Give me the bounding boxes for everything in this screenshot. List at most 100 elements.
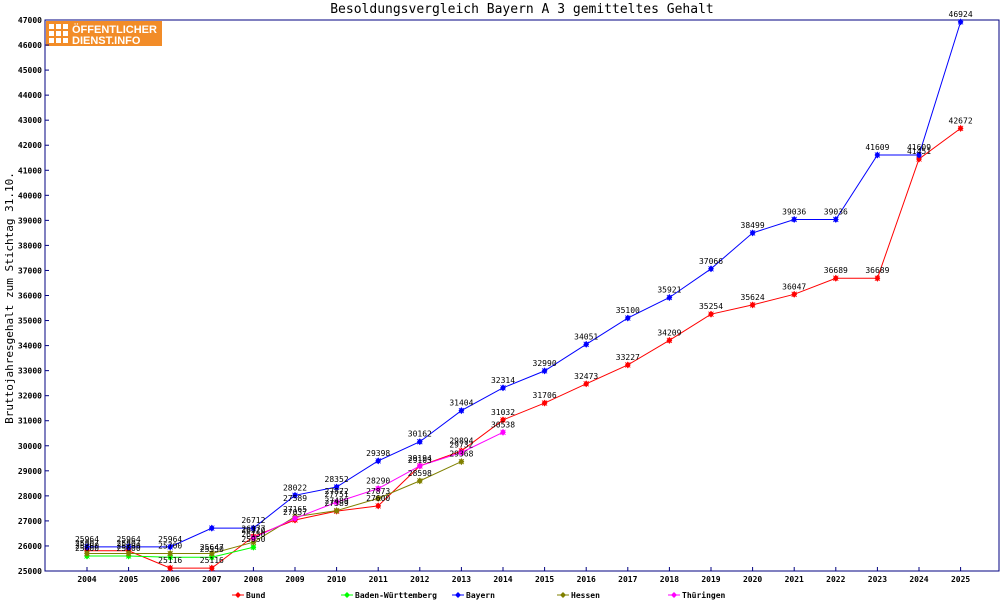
legend-swatch-marker [455,592,461,598]
x-tick-label: 2011 [369,575,388,584]
x-tick-label: 2008 [244,575,263,584]
data-point-cross [791,291,797,298]
data-label: 29732 [449,440,473,449]
data-label: 28352 [325,475,349,484]
legend-item: Thüringen [668,590,726,600]
data-point-cross [375,503,381,509]
y-tick-label: 31000 [18,417,42,426]
y-tick-label: 35000 [18,317,42,326]
logo-grid-icon [49,24,68,43]
data-label: 26377 [241,525,265,534]
data-label: 27589 [283,494,307,503]
data-label: 41609 [907,143,931,152]
legend-swatch-marker [344,592,350,598]
x-tick-label: 2010 [327,575,346,584]
x-tick-label: 2025 [951,575,970,584]
data-point-cross [874,275,881,282]
legend-label: Bund [246,591,265,600]
x-tick-label: 2013 [452,575,471,584]
data-point-cross [708,311,714,317]
data-point-cross [583,381,589,387]
data-point-cross [417,438,423,445]
data-label: 25116 [158,556,182,565]
y-tick-label: 39000 [18,216,42,225]
x-tick-label: 2017 [618,575,637,584]
data-point-cross [666,294,673,301]
x-tick-label: 2016 [577,575,596,584]
data-point-cross [250,525,257,531]
x-tick-label: 2020 [743,575,762,584]
logo-line1: ÖFFENTLICHER [72,23,157,36]
data-label: 31706 [533,391,557,400]
data-label: 25964 [75,535,99,544]
data-point-cross [791,216,797,223]
data-label: 33227 [616,353,640,362]
data-label: 30162 [408,430,432,439]
data-point-cross [874,152,881,158]
y-tick-label: 34000 [18,342,42,351]
x-tick-label: 2019 [701,575,720,584]
y-tick-label: 32000 [18,392,42,401]
data-label: 41451 [907,147,931,156]
data-label: 25964 [158,535,182,544]
y-tick-label: 28000 [18,492,42,501]
y-axis: 25000 26000 27000 28000 29000 30000 31000 32000… [18,16,49,576]
data-label: 25550 [200,545,224,554]
data-label: 25600 [75,544,99,553]
data-point-cross [167,544,173,550]
y-tick-label: 45000 [18,66,42,75]
x-tick-label: 2012 [410,575,429,584]
data-point-cross [292,492,298,499]
y-tick-label: 36000 [18,292,42,301]
data-label: 37066 [699,257,723,266]
legend-item: Hessen [557,591,600,600]
x-tick-label: 2023 [868,575,887,584]
data-label: 36689 [824,266,848,275]
data-label: 32473 [574,372,598,381]
data-labels: 2596425807256002570025964258072560025700… [75,10,973,565]
y-tick-label: 33000 [18,367,42,376]
x-tick-label: 2014 [493,575,512,584]
data-label: 25950 [241,535,265,544]
data-point-cross [916,152,922,158]
data-label: 26150 [241,530,265,539]
data-point-cross [541,368,548,374]
data-label: 29894 [449,436,473,445]
legend-swatch-marker [235,592,241,598]
data-point-cross [666,337,673,344]
data-point-cross [957,125,964,132]
y-tick-label: 43000 [18,116,42,125]
y-tick-label: 46000 [18,41,42,50]
data-label: 31404 [449,399,473,408]
series-2 [84,18,964,551]
data-point-cross [749,302,756,308]
data-label: 27037 [283,508,307,517]
data-point-cross [292,515,298,522]
legend-label: Bayern [466,591,495,600]
data-point-cross [375,485,381,492]
data-point-cross [250,544,257,550]
data-label: 27873 [366,487,390,496]
data-label: 29103 [408,456,432,465]
data-label: 34209 [657,328,681,337]
data-point-cross [250,539,257,545]
data-label: 25807 [117,539,141,548]
data-label: 27600 [366,494,390,503]
data-point-cross [500,429,506,436]
data-label: 32314 [491,376,515,385]
y-tick-label: 27000 [18,517,42,526]
x-tick-label: 2006 [161,575,180,584]
x-tick-label: 2007 [202,575,221,584]
x-axis: 2004 2005 2006 2007 2008 2009 2010 2011 2012 2013… [77,567,970,584]
data-label: 25700 [75,541,99,550]
data-point-cross [749,230,756,236]
data-point-cross [541,400,548,406]
data-label: 31032 [491,408,515,417]
data-label: 35921 [657,285,681,294]
data-label: 36047 [782,282,806,291]
data-label: 29368 [449,450,473,459]
data-label: 35624 [741,293,765,302]
data-point-cross [209,565,215,571]
data-label: 30538 [491,420,515,429]
data-label: 35254 [699,302,723,311]
